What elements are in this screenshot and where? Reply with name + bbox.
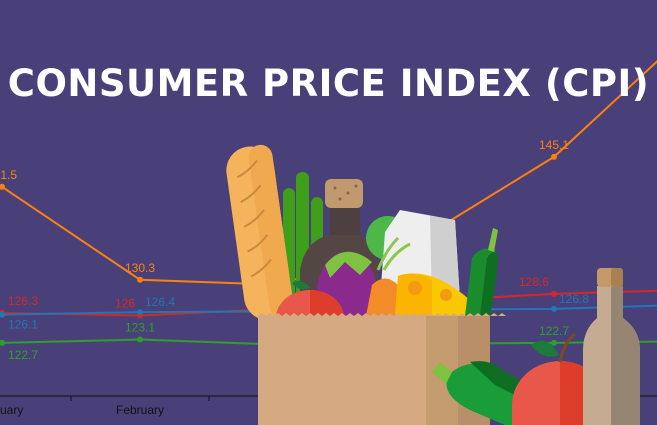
data-point	[137, 336, 143, 343]
cucumber-icon	[465, 228, 498, 316]
data-label: 141.5	[0, 168, 17, 182]
data-label: 126	[115, 296, 135, 310]
data-label: 122.7	[539, 324, 569, 338]
data-point	[551, 339, 557, 346]
data-point	[0, 183, 5, 190]
cheese-icon	[395, 273, 470, 316]
data-label: 122.7	[8, 348, 38, 362]
data-point	[137, 309, 143, 316]
data-point	[137, 276, 143, 283]
x-tick-label: February	[116, 403, 164, 417]
data-point	[551, 153, 557, 160]
data-label: 126.8	[559, 292, 589, 306]
data-label: 128.6	[519, 275, 549, 289]
x-tick-label: January	[0, 403, 23, 417]
data-label: 126.3	[8, 294, 38, 308]
data-label: 130.3	[125, 261, 155, 275]
page-title: CONSUMER PRICE INDEX (CPI)	[7, 62, 650, 105]
data-point	[0, 311, 5, 318]
data-label: 123.1	[125, 321, 155, 335]
data-point	[551, 290, 557, 297]
data-label: 126.4	[145, 295, 175, 309]
bottle-icon	[583, 268, 640, 425]
data-label: 145.1	[539, 138, 569, 152]
carrot-icon	[366, 236, 411, 316]
data-point	[0, 339, 5, 346]
baguette-icon	[226, 144, 294, 321]
data-label: 126.1	[8, 318, 38, 332]
data-point	[551, 305, 557, 312]
